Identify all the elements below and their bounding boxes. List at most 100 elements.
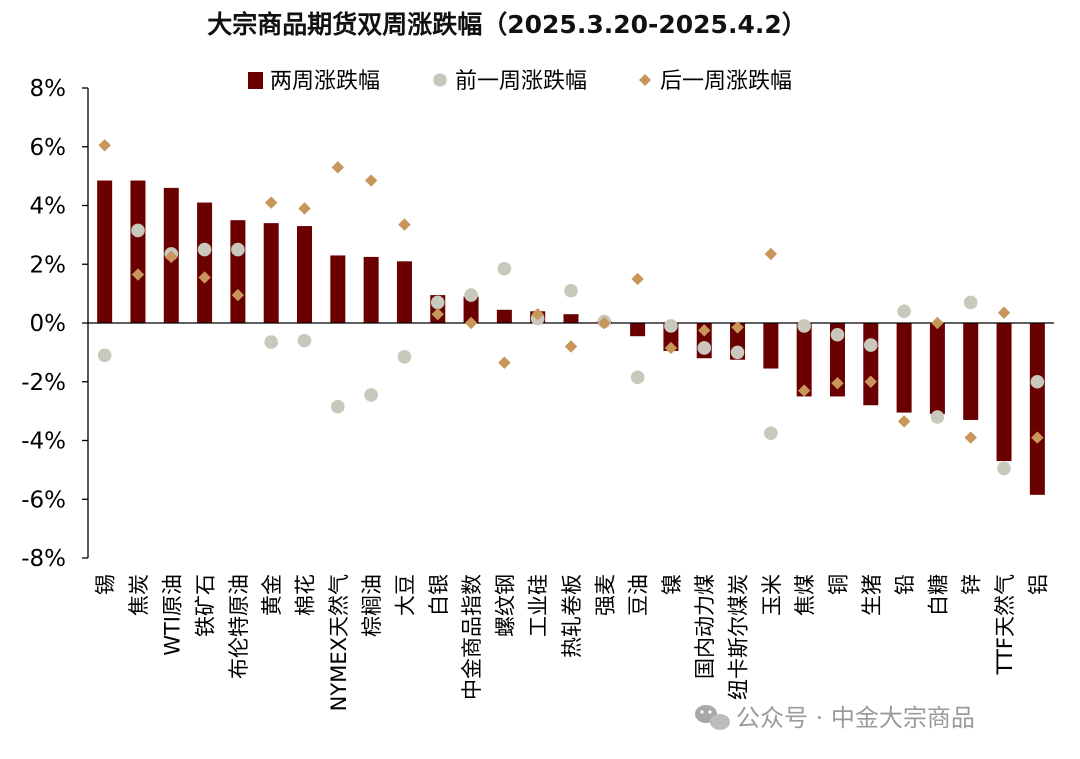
legend-swatch-diamond — [639, 74, 651, 86]
x-tick-label: 棕榈油 — [360, 574, 384, 637]
next-week-point-布伦特原油 — [231, 288, 245, 302]
next-week-point-铅 — [897, 415, 911, 428]
prev-week-point-白银 — [430, 295, 445, 310]
bar-铝 — [1029, 323, 1045, 495]
x-tick-label: 焦煤 — [793, 574, 817, 616]
bar-棉花 — [297, 226, 313, 323]
x-tick-label: 铁矿石 — [194, 574, 218, 637]
prev-week-point-玉米 — [764, 426, 778, 440]
next-week-point-生猪 — [864, 375, 877, 388]
x-tick-label: 布伦特原油 — [227, 574, 251, 679]
legend-item: 两周涨跌幅 — [248, 69, 380, 94]
x-tick-label: 强麦 — [593, 574, 617, 616]
next-week-point-铁矿石 — [198, 271, 211, 284]
prev-week-point-焦煤 — [797, 319, 811, 333]
y-tick-label: -4% — [21, 429, 66, 455]
prev-week-point-布伦特原油 — [231, 242, 245, 257]
bar-热轧卷板 — [563, 314, 579, 323]
x-tick-label: 生猪 — [860, 574, 884, 616]
prev-week-point-纽卡斯尔煤炭 — [730, 345, 745, 360]
legend-swatch-bar — [248, 72, 263, 89]
legend: 两周涨跌幅 前一周涨跌幅 后一周涨跌幅 — [248, 69, 792, 94]
x-tick-label: 玉米 — [760, 574, 784, 616]
next-week-point-锡 — [98, 139, 111, 152]
x-axis-labels: 锡焦炭 WTI原油 铁矿石 布伦特原油 黄金 棉花 NYMEX天然气 棕榈油 大豆 白银 中金商品指… — [94, 574, 1051, 711]
next-week-point-镍 — [664, 341, 678, 355]
x-tick-label: 白银 — [427, 574, 451, 616]
prev-week-point-螺纹钢 — [497, 261, 512, 276]
next-week-point-棉花 — [298, 202, 311, 215]
next-week-point-焦炭 — [131, 268, 145, 281]
prev-week-point-白糖 — [930, 410, 945, 424]
bar-锌 — [963, 323, 979, 420]
prev-week-point-铁矿石 — [197, 242, 212, 257]
x-tick-label: 锌 — [960, 574, 984, 595]
legend-swatch-circle — [433, 73, 447, 87]
prev-week-point-棕榈油 — [364, 388, 378, 402]
bar-NYMEX天然气 — [330, 255, 346, 323]
y-tick-label: 6% — [30, 135, 67, 161]
x-tick-label: WTI原油 — [160, 574, 184, 656]
bar-铅 — [896, 323, 912, 413]
legend-label: 两周涨跌幅 — [270, 69, 380, 94]
prev-week-point-大豆 — [397, 349, 412, 364]
y-tick-label: 2% — [30, 252, 67, 278]
bar-螺纹钢 — [496, 309, 512, 323]
next-week-point-TTF天然气 — [997, 306, 1011, 319]
prev-week-point-国内动力煤 — [697, 341, 712, 355]
x-tick-label: TTF天然气 — [993, 574, 1017, 675]
bar-铁矿石 — [197, 202, 213, 323]
watermark-text: 公众号 · 中金大宗商品 — [736, 704, 975, 732]
next-week-point-螺纹钢 — [498, 356, 511, 369]
plot-area — [88, 139, 1054, 495]
x-tick-label: 大豆 — [393, 574, 417, 616]
x-tick-label: 焦炭 — [127, 574, 151, 616]
x-tick-label: 铅 — [893, 574, 917, 595]
prev-week-point-NYMEX天然气 — [331, 399, 345, 414]
prev-week-point-镍 — [664, 319, 678, 333]
bar-玉米 — [763, 323, 779, 369]
x-tick-label: 螺纹钢 — [493, 574, 517, 637]
next-week-point-NYMEX天然气 — [331, 161, 345, 174]
bar-焦炭 — [130, 180, 146, 323]
y-tick-label: -8% — [21, 546, 66, 572]
next-week-point-棕榈油 — [364, 174, 378, 187]
prev-week-point-豆油 — [630, 370, 645, 385]
next-week-point-白糖 — [931, 316, 944, 330]
next-week-point-工业硅 — [531, 307, 544, 321]
bar-黄金 — [263, 223, 279, 323]
x-tick-label: 棉花 — [294, 574, 318, 616]
x-tick-label: 中金商品指数 — [460, 574, 484, 700]
chart-title: 大宗商品期货双周涨跌幅（2025.3.20-2025.4.2） — [207, 10, 807, 39]
wechat-icon — [695, 705, 730, 730]
y-tick-label: 8% — [30, 76, 67, 102]
y-axis: 8% 6% 4% 2% 0% -2% -4% -6% -8% — [21, 76, 89, 572]
next-week-point-纽卡斯尔煤炭 — [731, 321, 744, 334]
legend-label: 前一周涨跌幅 — [455, 69, 587, 94]
prev-week-point-铜 — [830, 327, 845, 342]
next-week-point-WTI原油 — [165, 250, 178, 264]
legend-label: 后一周涨跌幅 — [660, 69, 792, 94]
x-tick-label: 铜 — [826, 574, 850, 595]
y-tick-label: -6% — [21, 487, 66, 513]
prev-week-point-铅 — [897, 304, 911, 319]
next-week-point-中金商品指数 — [464, 316, 478, 330]
bar-棕榈油 — [363, 256, 379, 323]
next-week-point-热轧卷板 — [564, 340, 578, 353]
next-week-point-焦煤 — [797, 384, 811, 397]
legend-item: 后一周涨跌幅 — [639, 69, 792, 94]
prev-week-point-生猪 — [863, 338, 878, 352]
next-week-point-黄金 — [265, 196, 278, 209]
prev-week-point-棉花 — [297, 333, 312, 348]
next-week-point-国内动力煤 — [698, 324, 711, 337]
prev-week-point-铝 — [1030, 374, 1045, 389]
y-tick-label: 0% — [30, 311, 67, 337]
x-tick-label: 豆油 — [627, 574, 651, 616]
bar-焦煤 — [796, 323, 812, 397]
next-week-point-铝 — [1031, 431, 1044, 444]
bar-豆油 — [630, 323, 646, 337]
bar-锡 — [97, 180, 113, 323]
bar-布伦特原油 — [230, 220, 246, 323]
prev-week-point-锌 — [963, 295, 978, 310]
next-week-point-白银 — [431, 307, 444, 321]
